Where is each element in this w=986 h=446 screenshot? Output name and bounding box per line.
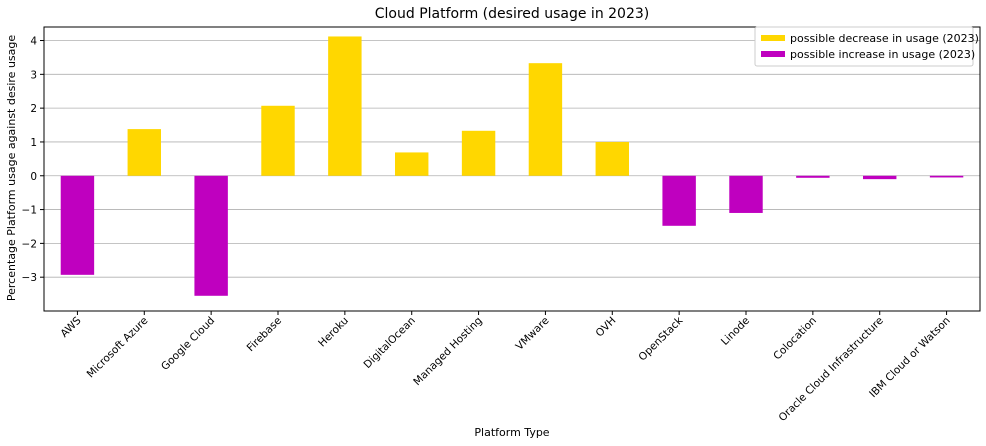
bar-google-cloud: [194, 175, 228, 296]
chart-title: Cloud Platform (desired usage in 2023): [375, 6, 649, 22]
bar-firebase: [261, 105, 295, 176]
y-tick-label: −3: [22, 272, 37, 284]
bar-microsoft-azure: [127, 129, 161, 176]
x-tick-label: OpenStack: [636, 314, 686, 364]
legend-swatch-increase: [761, 51, 785, 57]
y-tick-label: 1: [30, 137, 37, 149]
gridlines: [44, 40, 980, 278]
bars: [60, 36, 964, 296]
x-tick-label: OVH: [594, 315, 619, 340]
y-tick-label: 3: [30, 69, 37, 81]
bar-digitalocean: [395, 152, 429, 176]
x-tick-label: Colocation: [771, 315, 819, 363]
bar-aws: [60, 175, 95, 275]
x-axis-label: Platform Type: [474, 426, 549, 439]
y-tick-label: −2: [22, 238, 37, 250]
x-tick-label: AWS: [58, 314, 83, 339]
bar-ovh: [595, 141, 629, 176]
x-tick-label: DigitalOcean: [362, 315, 418, 371]
legend-label-decrease: possible decrease in usage (2023): [790, 32, 979, 45]
bar-heroku: [328, 36, 362, 176]
y-axis-label: Percentage Platform usage against desire…: [5, 35, 18, 301]
x-tick-label: Managed Hosting: [411, 315, 484, 388]
y-axis-ticks: −3 −2 −1 0 1 2 3 4: [22, 36, 44, 284]
y-tick-label: 4: [30, 36, 37, 48]
legend-swatch-decrease: [761, 35, 785, 41]
bar-colocation: [796, 175, 830, 178]
y-tick-label: 0: [30, 171, 37, 183]
x-tick-label: VMware: [513, 315, 551, 353]
bar-vmware: [528, 63, 563, 176]
bar-openstack: [662, 175, 696, 226]
x-tick-label: Firebase: [245, 315, 284, 354]
legend-label-increase: possible increase in usage (2023): [790, 48, 975, 61]
y-tick-label: −1: [22, 205, 37, 217]
bar-managed-hosting: [461, 130, 496, 176]
bar-linode: [729, 175, 763, 213]
x-tick-label: Linode: [719, 315, 752, 348]
legend: possible decrease in usage (2023) possib…: [754, 26, 979, 67]
x-axis-ticks: AWS Microsoft Azure Google Cloud Firebase He…: [58, 311, 953, 424]
bar-ibm-cloud-or-watson: [929, 175, 964, 178]
plot-area-frame: [43, 26, 981, 312]
x-tick-label: Microsoft Azure: [85, 315, 151, 381]
legend-frame: [754, 26, 974, 67]
bar-oracle-cloud-infrastructure: [863, 175, 897, 180]
y-tick-label: 2: [30, 103, 37, 115]
x-tick-label: Heroku: [316, 315, 351, 350]
x-tick-label: Google Cloud: [159, 315, 217, 373]
